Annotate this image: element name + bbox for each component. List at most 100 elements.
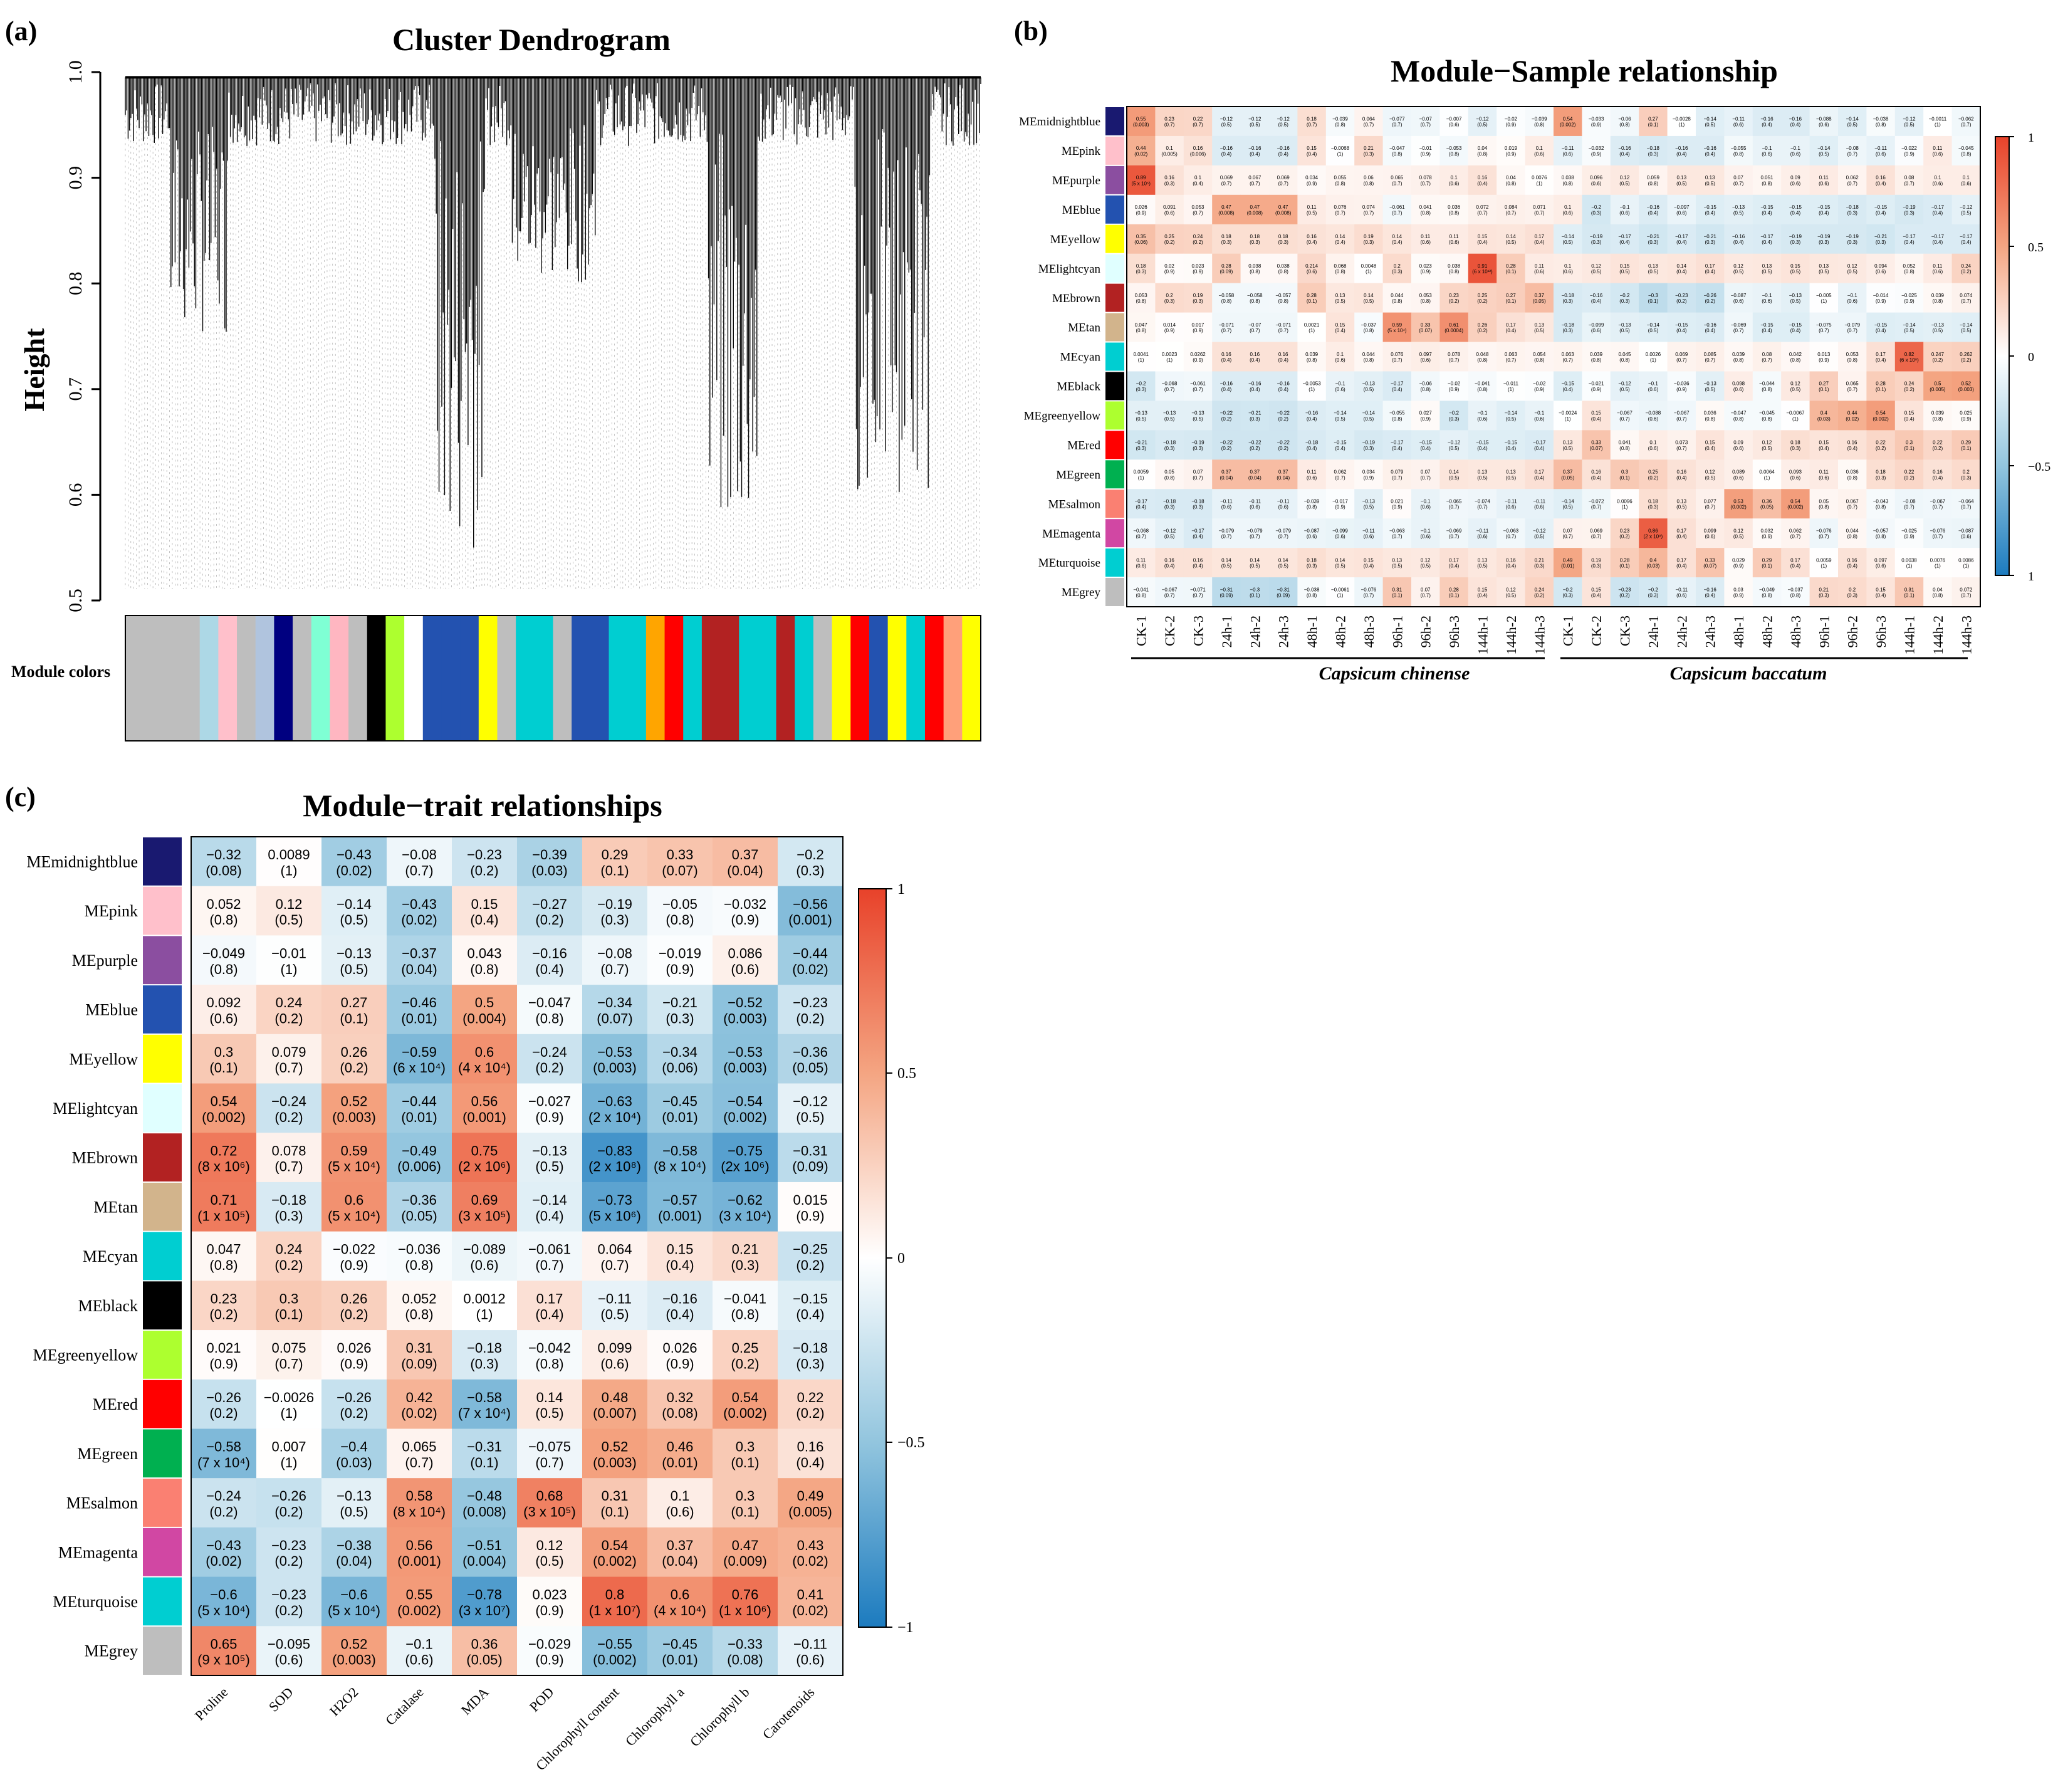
- cell-pvalue: (1): [1366, 269, 1372, 275]
- cell-pvalue: (0.3): [1961, 475, 1972, 481]
- cell-correlation: −0.12: [1476, 116, 1489, 122]
- cell-pvalue: (0.9): [1506, 122, 1517, 127]
- cell-pvalue: (1): [281, 1455, 298, 1470]
- cell-pvalue: (0.6): [1335, 387, 1345, 392]
- heatmap-cell: [1752, 135, 1782, 166]
- cell-pvalue: (0.2): [1164, 239, 1175, 245]
- cell-correlation: 0.23: [211, 1291, 238, 1306]
- heatmap-cell: [1297, 253, 1327, 284]
- heatmap-cell: [1809, 253, 1839, 284]
- module-row-label: MEsalmon: [66, 1494, 138, 1512]
- cell-correlation: 0.063: [1505, 352, 1518, 357]
- heatmap-cell: [1639, 253, 1668, 284]
- heatmap-cell: [1923, 253, 1952, 284]
- cell-correlation: 0.47: [732, 1538, 759, 1553]
- heatmap-cell: [582, 985, 648, 1035]
- cell-pvalue: (0.6): [1733, 122, 1744, 127]
- module-color-swatch: [1105, 460, 1124, 489]
- heatmap-cell: [1866, 577, 1896, 607]
- cell-pvalue: (0.6): [1876, 269, 1886, 275]
- dendrogram-y-ticks: 0.50.60.70.80.91.0: [65, 60, 100, 612]
- heatmap-cell: [582, 886, 648, 936]
- cell-pvalue: (0.8): [1449, 269, 1460, 275]
- cell-correlation: 0.16: [1478, 175, 1488, 181]
- heatmap-cell: [1183, 489, 1213, 519]
- heatmap-cell: [1696, 253, 1725, 284]
- cell-pvalue: (0.09): [792, 1159, 828, 1175]
- heatmap-cell: [1781, 107, 1810, 137]
- heatmap-cell: [321, 1034, 387, 1084]
- cell-pvalue: (0.6): [1619, 210, 1630, 216]
- heatmap-cell: [1212, 342, 1241, 372]
- module-color-swatch: [143, 1182, 182, 1231]
- heatmap-cell: [1496, 312, 1525, 342]
- cell-correlation: −0.14: [1817, 145, 1831, 151]
- cell-pvalue: (0.002): [1730, 505, 1747, 510]
- cell-pvalue: (0.8): [1762, 416, 1772, 422]
- heatmap-cell: [1894, 401, 1924, 431]
- cell-correlation: 0.0089: [268, 847, 310, 862]
- cell-correlation: 0.12: [1620, 175, 1630, 181]
- column-label: 48h-3: [1788, 616, 1804, 647]
- heatmap-cell: [1610, 430, 1639, 460]
- cell-correlation: 0.14: [1221, 557, 1231, 563]
- heatmap-cell: [1411, 194, 1440, 225]
- cell-pvalue: (0.8): [1364, 328, 1374, 333]
- cell-correlation: −0.58: [662, 1143, 697, 1158]
- heatmap-cell: [1212, 224, 1241, 254]
- cell-pvalue: (0.7): [1705, 505, 1715, 510]
- cell-pvalue: (1): [281, 961, 298, 977]
- heatmap-cell: [387, 1576, 452, 1627]
- cell-correlation: 0.05: [1819, 499, 1829, 505]
- heatmap-cell: [713, 1182, 778, 1232]
- colorbar-c-label: 0.5: [897, 1066, 916, 1082]
- heatmap-cell: [1468, 401, 1497, 431]
- cell-pvalue: (0.3): [1876, 239, 1886, 245]
- cell-pvalue: (0.7): [274, 1356, 303, 1371]
- cell-correlation: −0.077: [1389, 116, 1405, 122]
- heatmap-cell: [778, 935, 844, 985]
- cell-pvalue: (0.1): [1961, 446, 1972, 451]
- heatmap-cell: [1155, 224, 1184, 254]
- heatmap-cell: [1724, 518, 1753, 548]
- cell-correlation: −0.11: [1505, 499, 1517, 505]
- cell-correlation: 0.12: [1506, 587, 1516, 592]
- heatmap-cell: [1752, 371, 1782, 401]
- heatmap-cell: [1696, 577, 1725, 607]
- cell-pvalue: (0.3): [1847, 239, 1857, 245]
- cell-correlation: 0.11: [1535, 263, 1545, 269]
- heatmap-cell: [191, 1133, 257, 1183]
- cell-pvalue: (0.3): [1591, 210, 1602, 216]
- heatmap-cell: [256, 837, 322, 887]
- heatmap-cell: [1866, 107, 1896, 137]
- cell-pvalue: (0.7): [1904, 505, 1914, 510]
- heatmap-cell: [1639, 577, 1668, 607]
- panel-a-dendrogram: (a) Cluster Dendrogram Height 0.50.60.70…: [5, 16, 981, 741]
- cell-pvalue: (0.8): [1762, 181, 1772, 186]
- cell-correlation: −0.061: [528, 1242, 571, 1257]
- cell-pvalue: (0.6): [1733, 446, 1744, 451]
- column-label: 24h-3: [1703, 616, 1718, 647]
- cell-pvalue: (0.2): [1221, 446, 1232, 451]
- cell-pvalue: (0.001): [397, 1553, 441, 1569]
- heatmap-cell: [1496, 253, 1525, 284]
- heatmap-cell: [1127, 577, 1156, 607]
- cell-pvalue: (0.02): [792, 1603, 828, 1618]
- heatmap-cell: [1411, 283, 1440, 313]
- cell-pvalue: (0.5): [1676, 181, 1687, 186]
- y-tick-label: 0.5: [65, 589, 86, 612]
- heatmap-cell: [1894, 430, 1924, 460]
- heatmap-cell: [191, 1231, 257, 1281]
- cell-correlation: 0.094: [1874, 263, 1888, 269]
- cell-correlation: 0.084: [1505, 204, 1518, 210]
- heatmap-cell: [647, 1478, 713, 1528]
- cell-pvalue: (0.5): [1819, 269, 1829, 275]
- cell-correlation: −0.039: [1532, 116, 1547, 122]
- cell-correlation: 0.54: [211, 1094, 238, 1109]
- cell-pvalue: (0.6): [1136, 563, 1146, 569]
- column-label: 96h-1: [1816, 616, 1832, 647]
- cell-correlation: −0.11: [1476, 528, 1489, 533]
- cell-correlation: 0.14: [536, 1390, 563, 1405]
- heatmap-cell: [1610, 194, 1639, 225]
- cell-pvalue: (1): [1935, 122, 1941, 127]
